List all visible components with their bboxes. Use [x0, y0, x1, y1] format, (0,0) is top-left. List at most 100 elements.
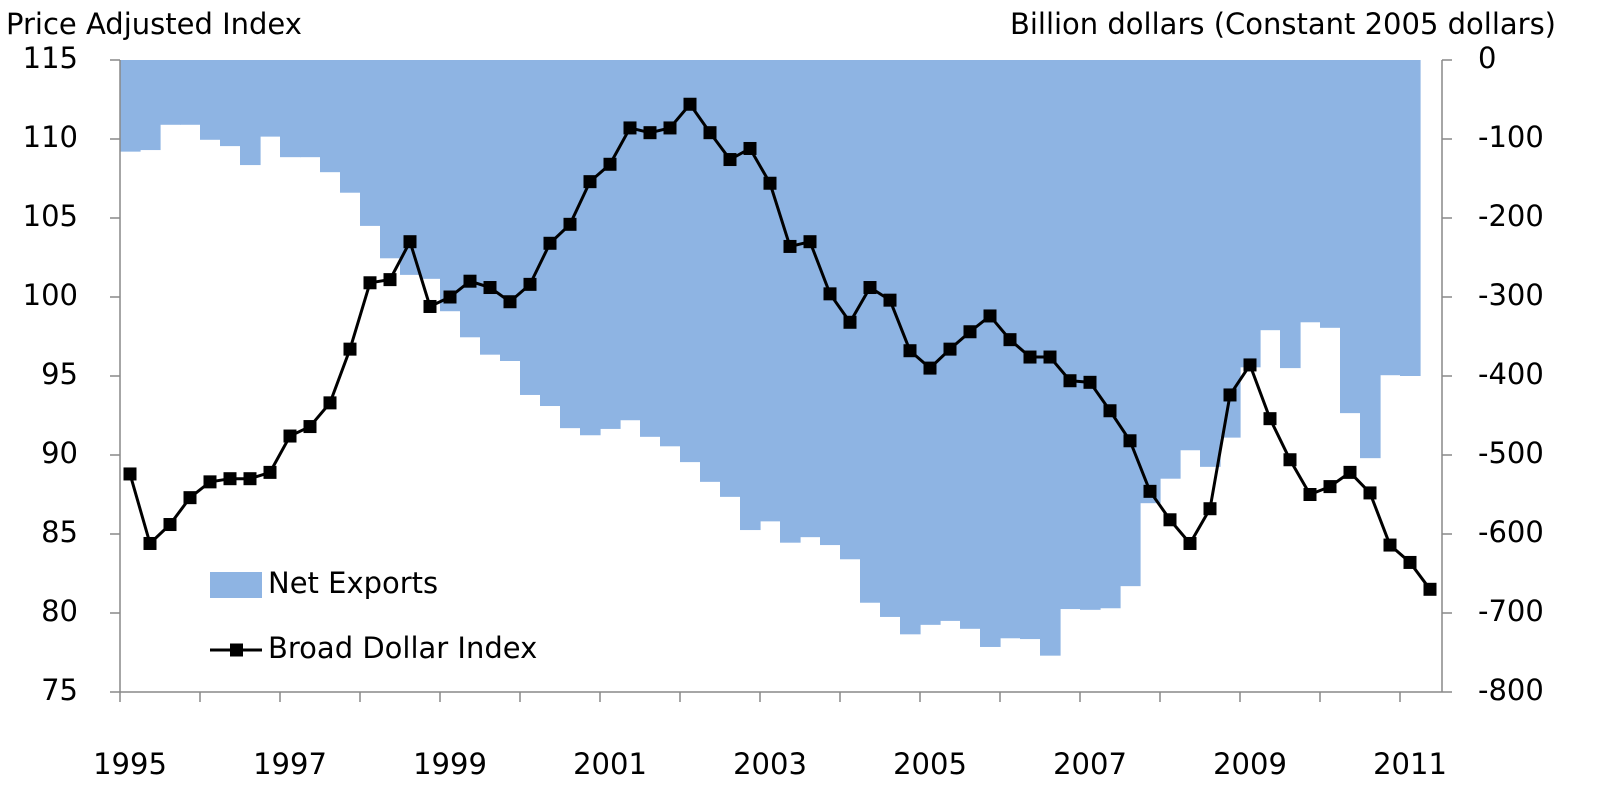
legend-label: Net Exports [268, 566, 438, 600]
area-step [1140, 60, 1161, 504]
marker [263, 465, 277, 479]
marker [1403, 555, 1417, 569]
area-step [1340, 60, 1361, 414]
y2-tick-label: -700 [1478, 594, 1544, 628]
area-step [1380, 60, 1401, 376]
x-tick-label: 2007 [1053, 747, 1127, 781]
marker [1063, 374, 1077, 388]
marker [1283, 453, 1297, 467]
marker [1183, 536, 1197, 550]
area-step [140, 60, 161, 151]
x-tick-label: 2001 [573, 747, 647, 781]
marker [563, 217, 577, 231]
area-step [980, 60, 1001, 647]
marker [343, 342, 357, 356]
marker [543, 236, 557, 250]
area-step [260, 60, 281, 137]
marker [163, 518, 177, 532]
marker [323, 396, 337, 410]
area-step [180, 60, 201, 125]
marker [1243, 358, 1257, 372]
marker [483, 281, 497, 295]
area-step [360, 60, 381, 226]
marker [1303, 488, 1317, 501]
y-tick-label: 105 [23, 199, 78, 233]
area-layer [120, 60, 1421, 656]
area-step [1100, 60, 1121, 609]
area-step [1300, 60, 1321, 323]
marker [843, 315, 857, 329]
marker [1083, 375, 1097, 389]
area-step [1060, 60, 1081, 610]
area-step [1180, 60, 1201, 451]
y-tick-label: 80 [41, 594, 78, 628]
area-step [840, 60, 861, 560]
marker [863, 281, 877, 295]
area-step [680, 60, 701, 463]
marker [763, 176, 777, 190]
area-step [1360, 60, 1381, 459]
area-step [760, 60, 781, 522]
area-step [520, 60, 541, 395]
marker [1203, 502, 1217, 516]
marker [423, 299, 437, 313]
area-step [820, 60, 841, 546]
area-step [1080, 60, 1101, 610]
marker [1423, 582, 1437, 596]
legend-swatch [230, 643, 243, 657]
area-step [420, 60, 441, 279]
legend-label: Broad Dollar Index [268, 631, 537, 665]
y2-tick-label: -100 [1478, 120, 1544, 154]
marker [823, 287, 837, 301]
area-step [460, 60, 481, 338]
x-tick-label: 2009 [1213, 747, 1287, 781]
x-tick-label: 2011 [1373, 747, 1447, 781]
area-step [1020, 60, 1041, 640]
marker [1003, 333, 1017, 347]
marker [243, 472, 257, 486]
area-step [540, 60, 561, 407]
area-step [240, 60, 261, 166]
y-tick-label: 95 [41, 357, 78, 391]
marker [923, 361, 937, 375]
area-step [960, 60, 981, 629]
marker [603, 157, 617, 171]
area-step [1220, 60, 1241, 438]
marker [623, 121, 637, 135]
marker [903, 344, 917, 358]
area-step [380, 60, 401, 259]
marker [1143, 484, 1157, 498]
x-tick-label: 1995 [93, 747, 167, 781]
area-step [1200, 60, 1221, 467]
marker [1023, 350, 1037, 364]
marker [183, 491, 197, 505]
area-step [860, 60, 881, 603]
marker [583, 175, 597, 189]
area-step [620, 60, 641, 421]
y-tick-label: 100 [23, 278, 78, 312]
area-step [880, 60, 901, 617]
marker [663, 121, 677, 135]
marker [1363, 486, 1377, 500]
area-step [700, 60, 721, 482]
y-tick-label: 115 [23, 41, 78, 75]
marker [363, 276, 377, 290]
marker [803, 235, 817, 249]
y-tick-label: 75 [41, 673, 78, 707]
marker [783, 239, 797, 253]
y2-tick-label: -600 [1478, 515, 1544, 549]
area-step [400, 60, 421, 275]
marker [1263, 412, 1277, 426]
area-step [300, 60, 321, 158]
marker [1343, 465, 1357, 479]
area-step [320, 60, 341, 173]
area-step [560, 60, 581, 429]
area-step [280, 60, 301, 158]
x-tick-label: 2003 [733, 747, 807, 781]
area-step [720, 60, 741, 497]
line [128, 101, 1432, 591]
marker [283, 429, 297, 443]
marker [1223, 388, 1237, 402]
y-tick-label: 90 [41, 436, 78, 470]
area-step [200, 60, 221, 140]
